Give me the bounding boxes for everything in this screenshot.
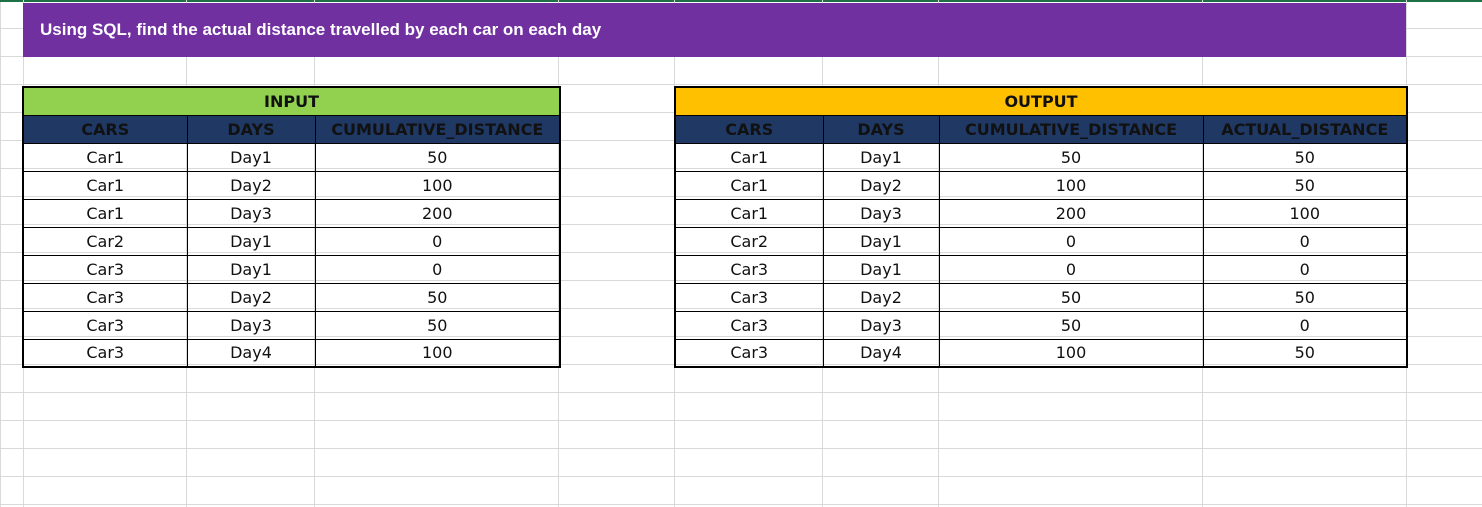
table-row: Car1 Day3 200 <box>22 198 561 228</box>
table-cell[interactable]: Car3 <box>22 338 188 368</box>
table-row: Car2 Day1 0 0 <box>674 226 1408 256</box>
table-cell[interactable]: Car3 <box>674 254 824 284</box>
table-row: Car1 Day2 100 50 <box>674 170 1408 200</box>
table-cell[interactable]: 100 <box>938 338 1204 368</box>
table-cell[interactable]: Day1 <box>186 254 316 284</box>
table-row: Car3 Day1 0 <box>22 254 561 284</box>
banner-text: Using SQL, find the actual distance trav… <box>40 20 602 39</box>
table-cell[interactable]: Car3 <box>22 282 188 312</box>
table-cell[interactable]: Car1 <box>674 170 824 200</box>
table-cell[interactable]: Day1 <box>822 142 940 172</box>
table-cell[interactable]: 0 <box>1202 310 1408 340</box>
table-cell[interactable]: 100 <box>1202 198 1408 228</box>
table-cell[interactable]: Car1 <box>674 142 824 172</box>
table-cell[interactable]: 100 <box>938 170 1204 200</box>
table-cell[interactable]: Car3 <box>22 310 188 340</box>
table-cell[interactable]: Car2 <box>674 226 824 256</box>
table-row: Car2 Day1 0 <box>22 226 561 256</box>
problem-banner[interactable]: Using SQL, find the actual distance trav… <box>23 3 1406 57</box>
table-row: Car3 Day1 0 0 <box>674 254 1408 284</box>
table-cell[interactable]: Day3 <box>186 310 316 340</box>
table-cell[interactable]: 0 <box>314 254 561 284</box>
input-header-cars[interactable]: CARS <box>22 114 188 144</box>
table-cell[interactable]: Car1 <box>22 142 188 172</box>
table-cell[interactable]: Day2 <box>186 282 316 312</box>
table-cell[interactable]: 50 <box>1202 142 1408 172</box>
table-row: Car3 Day2 50 <box>22 282 561 312</box>
table-cell[interactable]: 50 <box>314 142 561 172</box>
table-cell[interactable]: Day1 <box>822 254 940 284</box>
input-header-cumulative-distance[interactable]: CUMULATIVE_DISTANCE <box>314 114 561 144</box>
table-cell[interactable]: 50 <box>938 310 1204 340</box>
input-title-cell[interactable]: INPUT <box>22 86 561 116</box>
table-cell[interactable]: 200 <box>938 198 1204 228</box>
table-row: Car3 Day3 50 0 <box>674 310 1408 340</box>
top-accent-bar <box>0 0 1482 2</box>
output-header-actual-distance[interactable]: ACTUAL_DISTANCE <box>1202 114 1408 144</box>
table-row: Car3 Day4 100 <box>22 338 561 368</box>
table-cell[interactable]: Day1 <box>186 226 316 256</box>
table-cell[interactable]: 100 <box>314 338 561 368</box>
table-row: Car1 Day3 200 100 <box>674 198 1408 228</box>
table-cell[interactable]: 0 <box>1202 254 1408 284</box>
table-cell[interactable]: 200 <box>314 198 561 228</box>
table-row: Car1 Day1 50 <box>22 142 561 172</box>
table-cell[interactable]: 0 <box>314 226 561 256</box>
table-cell[interactable]: 0 <box>1202 226 1408 256</box>
table-row: Car3 Day2 50 50 <box>674 282 1408 312</box>
table-cell[interactable]: 50 <box>938 282 1204 312</box>
table-cell[interactable]: Car1 <box>22 198 188 228</box>
table-cell[interactable]: Car2 <box>22 226 188 256</box>
table-cell[interactable]: 50 <box>1202 282 1408 312</box>
table-row: Car3 Day3 50 <box>22 310 561 340</box>
table-cell[interactable]: Day1 <box>822 226 940 256</box>
table-cell[interactable]: Car3 <box>674 338 824 368</box>
table-cell[interactable]: Day3 <box>186 198 316 228</box>
output-header-cars[interactable]: CARS <box>674 114 824 144</box>
output-title-cell[interactable]: OUTPUT <box>674 86 1408 116</box>
table-cell[interactable]: Day3 <box>822 310 940 340</box>
output-header-cumulative-distance[interactable]: CUMULATIVE_DISTANCE <box>938 114 1204 144</box>
table-cell[interactable]: Day4 <box>186 338 316 368</box>
input-table: INPUT CARS DAYS CUMULATIVE_DISTANCE Car1… <box>22 86 562 368</box>
table-cell[interactable]: Car1 <box>22 170 188 200</box>
table-row: Car1 Day2 100 <box>22 170 561 200</box>
table-cell[interactable]: Day3 <box>822 198 940 228</box>
table-cell[interactable]: Day2 <box>186 170 316 200</box>
output-table: OUTPUT CARS DAYS CUMULATIVE_DISTANCE ACT… <box>674 86 1409 368</box>
output-header-days[interactable]: DAYS <box>822 114 940 144</box>
table-cell[interactable]: Day4 <box>822 338 940 368</box>
table-cell[interactable]: Day2 <box>822 282 940 312</box>
table-row: Car3 Day4 100 50 <box>674 338 1408 368</box>
table-cell[interactable]: 0 <box>938 226 1204 256</box>
table-cell[interactable]: Day2 <box>822 170 940 200</box>
table-cell[interactable]: 100 <box>314 170 561 200</box>
table-cell[interactable]: Car3 <box>674 282 824 312</box>
table-cell[interactable]: Car3 <box>674 310 824 340</box>
table-row: Car1 Day1 50 50 <box>674 142 1408 172</box>
table-cell[interactable]: 50 <box>938 142 1204 172</box>
table-cell[interactable]: 50 <box>314 282 561 312</box>
input-header-days[interactable]: DAYS <box>186 114 316 144</box>
table-cell[interactable]: 50 <box>314 310 561 340</box>
table-cell[interactable]: Car3 <box>22 254 188 284</box>
table-cell[interactable]: Car1 <box>674 198 824 228</box>
table-cell[interactable]: 50 <box>1202 170 1408 200</box>
table-cell[interactable]: 50 <box>1202 338 1408 368</box>
table-cell[interactable]: 0 <box>938 254 1204 284</box>
table-cell[interactable]: Day1 <box>186 142 316 172</box>
